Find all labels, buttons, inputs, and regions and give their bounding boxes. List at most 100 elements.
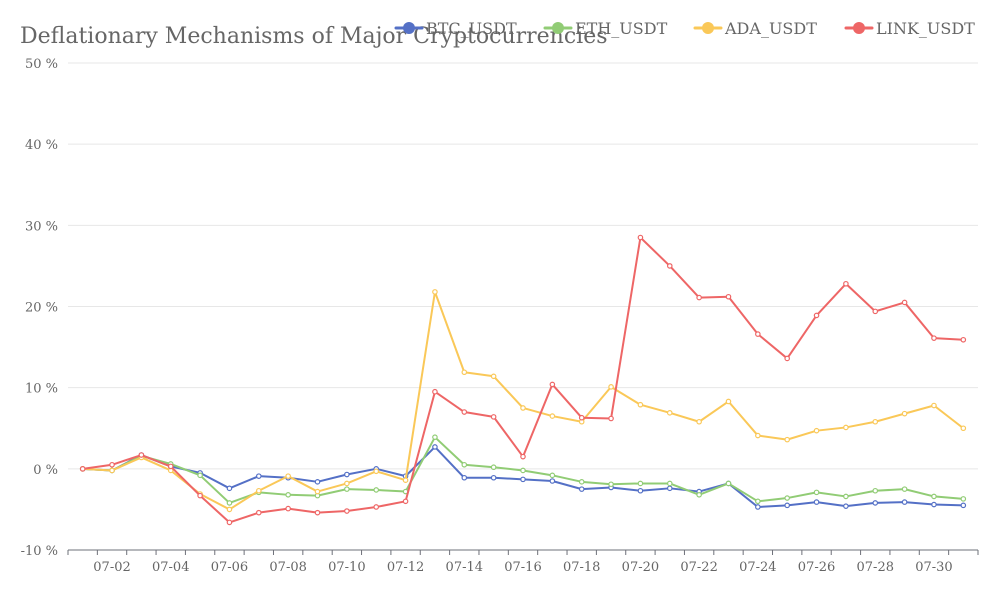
- data-point[interactable]: [520, 453, 526, 460]
- data-point[interactable]: [843, 280, 849, 287]
- data-point[interactable]: [226, 500, 233, 506]
- data-point[interactable]: [432, 444, 438, 450]
- data-point[interactable]: [843, 503, 849, 509]
- data-point[interactable]: [226, 485, 233, 492]
- data-point[interactable]: [784, 355, 790, 362]
- data-point[interactable]: [109, 461, 115, 468]
- data-point[interactable]: [637, 234, 644, 241]
- data-point[interactable]: [578, 414, 585, 421]
- data-point[interactable]: [843, 493, 849, 500]
- data-point[interactable]: [843, 424, 849, 431]
- data-point[interactable]: [285, 492, 291, 498]
- data-point[interactable]: [931, 402, 937, 409]
- data-point[interactable]: [256, 509, 262, 516]
- data-point[interactable]: [872, 418, 879, 425]
- data-point[interactable]: [960, 425, 967, 432]
- data-point[interactable]: [520, 467, 526, 474]
- data-point[interactable]: [813, 312, 820, 319]
- data-point[interactable]: [755, 432, 761, 439]
- data-point[interactable]: [549, 413, 556, 419]
- data-point[interactable]: [373, 468, 380, 475]
- data-point[interactable]: [725, 480, 732, 487]
- data-point[interactable]: [490, 373, 497, 380]
- data-point[interactable]: [813, 499, 820, 505]
- data-point[interactable]: [109, 467, 115, 474]
- data-point[interactable]: [755, 331, 761, 337]
- data-point[interactable]: [608, 384, 614, 390]
- data-point[interactable]: [784, 436, 790, 443]
- data-point[interactable]: [373, 487, 380, 493]
- data-point[interactable]: [226, 519, 233, 526]
- data-point[interactable]: [901, 486, 908, 492]
- data-point[interactable]: [138, 452, 145, 458]
- data-point[interactable]: [872, 308, 879, 315]
- legend-item-ada-usdt[interactable]: ADA_USDT: [693, 19, 817, 38]
- legend-item-link-usdt[interactable]: LINK_USDT: [844, 19, 975, 38]
- data-point[interactable]: [314, 488, 321, 495]
- data-point[interactable]: [784, 495, 790, 501]
- data-point[interactable]: [285, 505, 291, 512]
- legend-item-btc-usdt[interactable]: BTC_USDT: [394, 19, 517, 38]
- data-point[interactable]: [314, 509, 321, 516]
- legend-item-eth-usdt[interactable]: ETH_USDT: [543, 19, 668, 38]
- data-point[interactable]: [637, 480, 644, 487]
- data-point[interactable]: [725, 293, 732, 300]
- data-point[interactable]: [755, 498, 761, 505]
- data-point[interactable]: [167, 463, 174, 470]
- data-point[interactable]: [432, 388, 438, 395]
- data-point[interactable]: [256, 473, 262, 479]
- data-point[interactable]: [549, 478, 556, 484]
- data-point[interactable]: [960, 496, 967, 502]
- data-point[interactable]: [666, 410, 673, 416]
- data-point[interactable]: [461, 461, 468, 468]
- data-point[interactable]: [432, 289, 438, 295]
- data-point[interactable]: [490, 464, 497, 471]
- data-point[interactable]: [344, 480, 350, 487]
- data-point[interactable]: [666, 263, 673, 269]
- data-point[interactable]: [197, 472, 203, 479]
- data-point[interactable]: [285, 473, 291, 479]
- data-point[interactable]: [402, 477, 409, 483]
- data-point[interactable]: [813, 489, 820, 496]
- data-point[interactable]: [461, 409, 468, 415]
- data-point[interactable]: [784, 502, 790, 509]
- data-point[interactable]: [432, 434, 438, 440]
- data-point[interactable]: [813, 427, 820, 434]
- data-point[interactable]: [549, 472, 556, 479]
- data-point[interactable]: [461, 369, 468, 376]
- data-point[interactable]: [696, 294, 702, 301]
- data-point[interactable]: [490, 474, 497, 481]
- data-point[interactable]: [901, 410, 908, 417]
- data-point[interactable]: [344, 471, 350, 478]
- data-point[interactable]: [344, 508, 350, 514]
- data-point[interactable]: [637, 401, 644, 408]
- data-point[interactable]: [578, 479, 585, 485]
- data-point[interactable]: [226, 506, 233, 513]
- data-point[interactable]: [637, 487, 644, 494]
- data-point[interactable]: [520, 405, 526, 411]
- data-point[interactable]: [872, 487, 879, 494]
- data-point[interactable]: [256, 487, 262, 494]
- data-point[interactable]: [490, 414, 497, 420]
- data-point[interactable]: [931, 493, 937, 500]
- data-point[interactable]: [344, 486, 350, 492]
- data-point[interactable]: [696, 418, 702, 425]
- legend[interactable]: BTC_USDT ETH_USDT ADA_USDT LINK_USDT: [394, 19, 975, 38]
- data-point[interactable]: [608, 481, 614, 488]
- data-point[interactable]: [373, 504, 380, 510]
- data-point[interactable]: [755, 504, 761, 510]
- data-point[interactable]: [666, 480, 673, 487]
- data-point[interactable]: [520, 476, 526, 483]
- data-point[interactable]: [872, 500, 879, 506]
- data-point[interactable]: [725, 398, 732, 405]
- data-point[interactable]: [79, 466, 86, 472]
- data-point[interactable]: [461, 474, 468, 481]
- data-point[interactable]: [901, 299, 908, 306]
- data-point[interactable]: [960, 502, 967, 509]
- data-point[interactable]: [666, 485, 673, 492]
- data-point[interactable]: [696, 492, 702, 498]
- data-point[interactable]: [960, 336, 967, 343]
- data-point[interactable]: [931, 335, 937, 341]
- data-point[interactable]: [608, 415, 614, 422]
- data-point[interactable]: [549, 381, 556, 388]
